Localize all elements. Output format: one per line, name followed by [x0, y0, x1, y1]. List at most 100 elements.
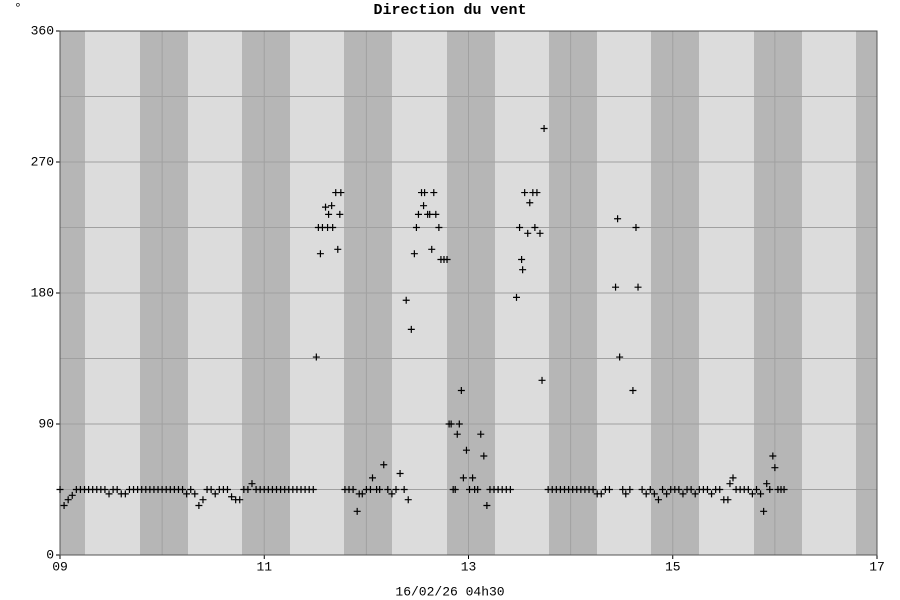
- point: [187, 486, 195, 493]
- point: [113, 486, 121, 493]
- point: [400, 486, 408, 493]
- point: [183, 490, 191, 498]
- point: [435, 224, 443, 231]
- point: [679, 490, 687, 498]
- point: [766, 486, 774, 493]
- point: [101, 486, 109, 493]
- point: [763, 480, 771, 488]
- point: [726, 480, 734, 488]
- point: [312, 353, 320, 361]
- point: [191, 490, 199, 498]
- y-tick-label: 90: [38, 416, 54, 431]
- x-tick-label: 17: [869, 559, 885, 574]
- point: [64, 496, 72, 504]
- point: [336, 210, 344, 218]
- point: [402, 296, 410, 304]
- point: [325, 210, 333, 218]
- point: [634, 283, 642, 291]
- x-tick-label: 13: [461, 559, 477, 574]
- point: [60, 502, 68, 510]
- y-tick-label: 180: [31, 285, 54, 300]
- point: [516, 224, 524, 231]
- point: [195, 502, 203, 510]
- point: [716, 486, 724, 493]
- point: [432, 210, 440, 218]
- point: [729, 474, 737, 482]
- point: [462, 446, 470, 454]
- point: [760, 507, 768, 515]
- point: [540, 125, 548, 133]
- point: [521, 189, 529, 197]
- point: [512, 293, 520, 301]
- point: [708, 490, 716, 498]
- point: [477, 430, 485, 438]
- point: [724, 496, 732, 504]
- point: [691, 490, 699, 498]
- point: [538, 376, 546, 384]
- x-tick-label: 11: [256, 559, 272, 574]
- point: [622, 490, 630, 498]
- point: [430, 189, 438, 197]
- point: [526, 199, 534, 207]
- point: [597, 490, 605, 498]
- point: [638, 486, 646, 493]
- x-axis-label: 16/02/26 04h30: [395, 584, 504, 599]
- point: [380, 461, 388, 469]
- point: [771, 464, 779, 472]
- point: [663, 490, 671, 498]
- point: [757, 490, 765, 498]
- point: [223, 486, 231, 493]
- point: [614, 215, 622, 223]
- point: [457, 387, 465, 395]
- point: [455, 420, 463, 428]
- point: [396, 469, 404, 477]
- point: [228, 493, 236, 501]
- point: [518, 256, 526, 264]
- point: [453, 430, 461, 438]
- point: [533, 189, 541, 197]
- point: [376, 486, 384, 493]
- chart-title: Direction du vent: [373, 2, 526, 19]
- point: [703, 486, 711, 493]
- point: [388, 490, 396, 498]
- point: [426, 210, 434, 218]
- point: [447, 420, 455, 428]
- point: [519, 266, 527, 274]
- point: [337, 189, 345, 197]
- point: [605, 486, 613, 493]
- point: [459, 474, 467, 482]
- point: [589, 486, 597, 493]
- point: [443, 256, 451, 264]
- x-tick-label: 15: [665, 559, 681, 574]
- y-unit: °: [14, 0, 22, 15]
- point: [179, 486, 187, 493]
- point: [531, 224, 539, 231]
- y-tick-label: 360: [31, 23, 54, 38]
- point: [536, 229, 544, 237]
- point: [480, 452, 488, 460]
- point: [410, 250, 418, 258]
- point: [328, 202, 336, 210]
- point: [407, 325, 415, 333]
- point: [616, 353, 624, 361]
- point: [524, 229, 532, 237]
- point: [414, 210, 422, 218]
- point: [642, 490, 650, 498]
- point: [349, 486, 357, 493]
- y-tick-label: 270: [31, 154, 54, 169]
- point: [236, 496, 244, 504]
- point: [612, 283, 620, 291]
- point: [316, 250, 324, 258]
- point: [626, 486, 634, 493]
- point: [56, 486, 64, 493]
- point: [646, 486, 654, 493]
- point: [366, 486, 374, 493]
- point: [748, 490, 756, 498]
- point: [248, 480, 256, 488]
- point: [207, 486, 215, 493]
- point: [121, 490, 129, 498]
- point: [334, 245, 342, 253]
- x-tick-label: 09: [52, 559, 68, 574]
- point: [420, 202, 428, 210]
